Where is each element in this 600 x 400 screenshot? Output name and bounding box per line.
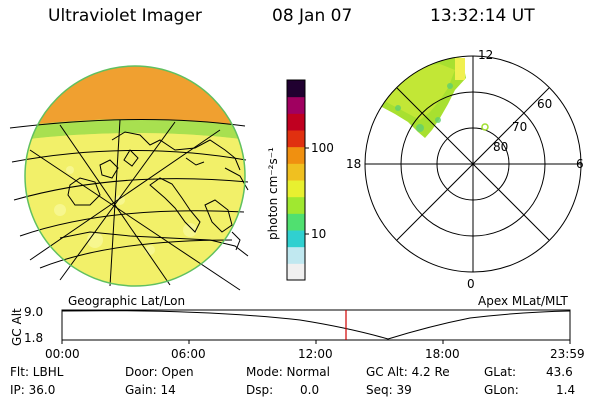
colorbar-strip	[287, 96, 305, 114]
colorbar-strip	[287, 196, 305, 214]
status-door: Door: Open	[125, 365, 194, 379]
status-glat-value: 43.6	[546, 365, 573, 379]
mlt-label-6: 6	[576, 157, 584, 171]
status-seq: Seq: 39	[366, 383, 412, 397]
status-ip: IP: 36.0	[10, 383, 56, 397]
geographic-caption: Geographic Lat/Lon	[68, 294, 186, 308]
status-glat-label: GLat:	[484, 365, 517, 379]
colorbar-unit-label: photon cm⁻²s⁻¹	[266, 147, 280, 240]
altitude-curve	[61, 310, 571, 340]
date-label: 08 Jan 07	[272, 6, 353, 26]
status-glon-value: 1.4	[556, 383, 576, 397]
status-dsp-value: 0.0	[300, 383, 320, 397]
mlt-label-18: 18	[346, 157, 362, 171]
status-mode: Mode: Normal	[246, 365, 330, 379]
dayglow-cap	[25, 66, 245, 126]
mlat-label-60: 60	[537, 97, 553, 111]
colorbar-strip	[287, 146, 305, 164]
colorbar-strip	[287, 130, 305, 148]
geographic-map	[9, 65, 249, 291]
colorbar-tick-100: 100	[311, 141, 334, 155]
colorbar-strip	[287, 246, 305, 264]
time-label: 13:32:14 UT	[430, 6, 535, 26]
mlat-label-80: 80	[493, 140, 509, 154]
altitude-timeline	[61, 309, 571, 344]
polar-plot	[364, 55, 582, 273]
timeline-ytick-9: 9.0	[24, 305, 44, 319]
lat-lon-grid	[9, 118, 249, 291]
timeline-xtick-0600: 06:00	[171, 347, 206, 361]
status-gain: Gain: 14	[125, 383, 176, 397]
status-dsp-label: Dsp:	[246, 383, 274, 397]
instrument-title: Ultraviolet Imager	[48, 6, 202, 26]
colorbar-strip	[287, 163, 305, 181]
timeline-xtick-2359: 23:59	[550, 347, 585, 361]
timeline-frame	[61, 309, 571, 341]
colorbar-tick-10: 10	[311, 227, 327, 241]
timeline-xtick-0000: 00:00	[45, 347, 80, 361]
terminator-band	[25, 119, 245, 140]
apex-caption: Apex MLat/MLT	[478, 294, 568, 308]
status-gc-alt: GC Alt: 4.2 Re	[366, 365, 450, 379]
status-glon-label: GLon:	[484, 383, 519, 397]
status-filter: Flt: LBHL	[10, 365, 64, 379]
colorbar-strip	[287, 180, 305, 198]
colorbar-strip	[287, 113, 305, 131]
colorbar-strip	[287, 213, 305, 231]
polar-grid	[364, 55, 582, 273]
colorbar	[286, 79, 309, 281]
mlat-label-70: 70	[512, 120, 528, 134]
colorbar-strip	[287, 263, 305, 281]
mlt-label-12: 12	[478, 48, 494, 62]
timeline-xtick-1800: 18:00	[425, 347, 460, 361]
mlt-label-0: 0	[467, 277, 475, 291]
colorbar-strip	[287, 230, 305, 248]
timeline-xtick-1200: 12:00	[298, 347, 333, 361]
colorbar-strip	[287, 80, 305, 98]
colorbar-frame	[286, 79, 306, 281]
timeline-axis-label: GC Alt	[10, 308, 24, 346]
timeline-ytick-1-8: 1.8	[24, 331, 44, 345]
disk-rim	[24, 65, 246, 287]
coastlines	[59, 131, 249, 257]
